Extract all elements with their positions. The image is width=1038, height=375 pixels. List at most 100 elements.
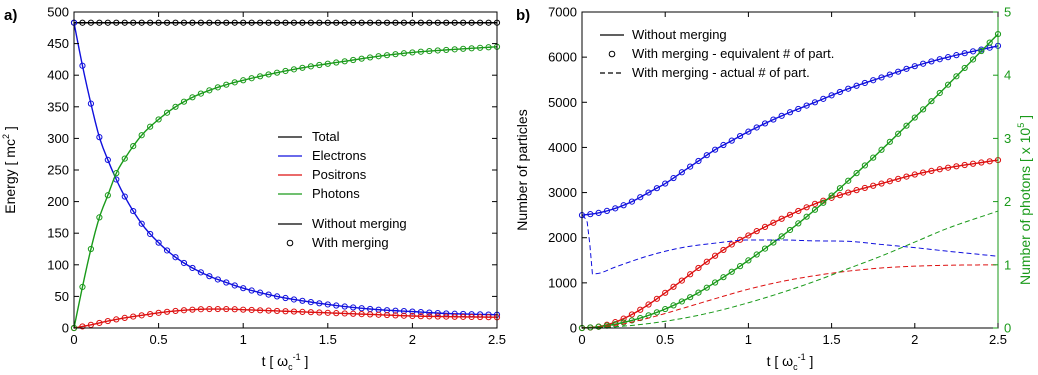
data-point-electrons bbox=[687, 163, 694, 170]
data-point-positrons bbox=[375, 311, 382, 318]
data-point-electrons bbox=[861, 79, 868, 87]
data-point-electrons bbox=[836, 88, 844, 96]
data-point-total bbox=[130, 19, 137, 26]
data-point-electrons bbox=[645, 189, 652, 196]
data-point-total bbox=[392, 19, 399, 26]
data-point-electrons bbox=[240, 285, 247, 292]
data-point-photons bbox=[936, 89, 943, 97]
y-tick-label: 350 bbox=[47, 99, 69, 114]
data-point-positrons bbox=[333, 310, 340, 317]
y-tick-label: 200 bbox=[47, 194, 69, 209]
data-point-electrons bbox=[736, 132, 744, 140]
data-point-positrons bbox=[811, 200, 819, 207]
data-point-electrons bbox=[761, 120, 769, 127]
data-point-photons bbox=[903, 122, 910, 129]
data-point-positrons bbox=[845, 189, 852, 196]
data-point-positrons bbox=[367, 311, 374, 318]
legend-label-total: Total bbox=[312, 129, 340, 144]
data-point-photons bbox=[820, 199, 827, 206]
data-point-photons bbox=[248, 75, 255, 82]
data-point-total bbox=[180, 19, 188, 26]
data-point-positrons bbox=[231, 306, 238, 313]
data-point-photons bbox=[282, 67, 289, 75]
data-point-electrons bbox=[653, 185, 660, 192]
data-point-positrons bbox=[206, 305, 213, 313]
data-point-total bbox=[350, 19, 357, 26]
data-point-electrons bbox=[121, 193, 128, 200]
data-point-electrons bbox=[316, 300, 323, 307]
data-point-electrons bbox=[753, 124, 760, 131]
x-tick-label: 1 bbox=[240, 332, 247, 347]
panel-a: a) 0 0.5 1 1.5 2 2.5 0 50 100 150 200 250 300 350 400… bbox=[1, 5, 506, 373]
data-point-total bbox=[375, 19, 382, 26]
x-tick-label: 2 bbox=[911, 332, 918, 347]
data-point-total bbox=[189, 19, 196, 26]
panel-b-y2-ticks: 0 1 2 3 4 5 bbox=[993, 5, 1011, 336]
data-point-positrons bbox=[223, 305, 230, 313]
data-point-photons bbox=[895, 130, 902, 137]
data-point-electrons bbox=[786, 109, 794, 116]
data-point-photons bbox=[628, 317, 636, 324]
data-point-photons bbox=[358, 55, 365, 62]
data-point-photons bbox=[113, 170, 120, 177]
data-point-total bbox=[79, 19, 86, 26]
data-point-total bbox=[240, 19, 247, 26]
data-point-positrons bbox=[637, 306, 644, 313]
data-point-photons bbox=[670, 302, 677, 309]
data-point-photons bbox=[265, 71, 272, 78]
data-point-photons bbox=[870, 154, 877, 161]
data-point-total bbox=[87, 19, 95, 26]
panel-b-y-ticks: 0 1000 2000 3000 4000 5000 6000 7000 bbox=[548, 5, 587, 336]
data-point-positrons bbox=[753, 228, 760, 235]
data-point-photons bbox=[845, 177, 852, 184]
legend-label-without-merging-b: Without merging bbox=[632, 27, 727, 42]
data-point-positrons bbox=[678, 277, 685, 284]
data-point-positrons bbox=[687, 271, 694, 278]
data-point-total bbox=[485, 19, 492, 26]
y-tick-label: 400 bbox=[47, 68, 69, 83]
data-point-positrons bbox=[307, 309, 314, 316]
data-point-total bbox=[147, 19, 154, 26]
data-point-electrons bbox=[206, 273, 213, 280]
series-markers-photons bbox=[578, 31, 1002, 332]
data-point-total bbox=[223, 19, 230, 26]
data-point-positrons bbox=[903, 173, 910, 180]
data-point-electrons bbox=[231, 282, 238, 289]
x-tick-label: 1.5 bbox=[823, 332, 841, 347]
panel-a-legend-series: Total Electrons Positrons Photons bbox=[278, 129, 367, 201]
legend-label-without-merging: Without merging bbox=[312, 216, 407, 231]
data-point-positrons bbox=[341, 310, 348, 317]
series-markers-total bbox=[70, 19, 501, 26]
data-point-positrons bbox=[761, 223, 769, 231]
data-point-positrons bbox=[324, 309, 331, 316]
data-point-electrons bbox=[911, 63, 918, 70]
data-point-photons bbox=[392, 51, 399, 58]
x-tick-label: 0.5 bbox=[150, 332, 168, 347]
panel-a-frame bbox=[73, 11, 498, 329]
data-point-electrons bbox=[273, 293, 281, 300]
data-point-positrons bbox=[417, 313, 424, 320]
legend-entry-without-merging-b: Without merging bbox=[600, 27, 727, 42]
data-point-photons bbox=[383, 52, 391, 59]
data-point-positrons bbox=[443, 313, 450, 320]
legend-entry-without-merging: Without merging bbox=[278, 216, 407, 231]
data-point-positrons bbox=[197, 306, 204, 313]
data-point-electrons bbox=[409, 308, 416, 315]
data-point-photons bbox=[969, 56, 977, 63]
y2-tick-label: 5 bbox=[1004, 5, 1011, 20]
series-markers-positrons bbox=[578, 156, 1002, 332]
data-point-positrons bbox=[936, 166, 943, 173]
data-point-photons bbox=[836, 185, 844, 192]
data-point-positrons bbox=[248, 306, 255, 314]
data-point-photons bbox=[231, 79, 238, 86]
data-point-photons bbox=[104, 192, 111, 199]
data-point-photons bbox=[299, 64, 306, 71]
data-point-photons bbox=[138, 132, 145, 139]
legend-label-electrons: Electrons bbox=[312, 148, 367, 163]
data-point-electrons bbox=[603, 207, 611, 215]
data-point-electrons bbox=[903, 65, 910, 72]
data-point-photons bbox=[400, 50, 408, 57]
data-point-electrons bbox=[257, 289, 264, 296]
data-point-positrons bbox=[476, 313, 484, 321]
